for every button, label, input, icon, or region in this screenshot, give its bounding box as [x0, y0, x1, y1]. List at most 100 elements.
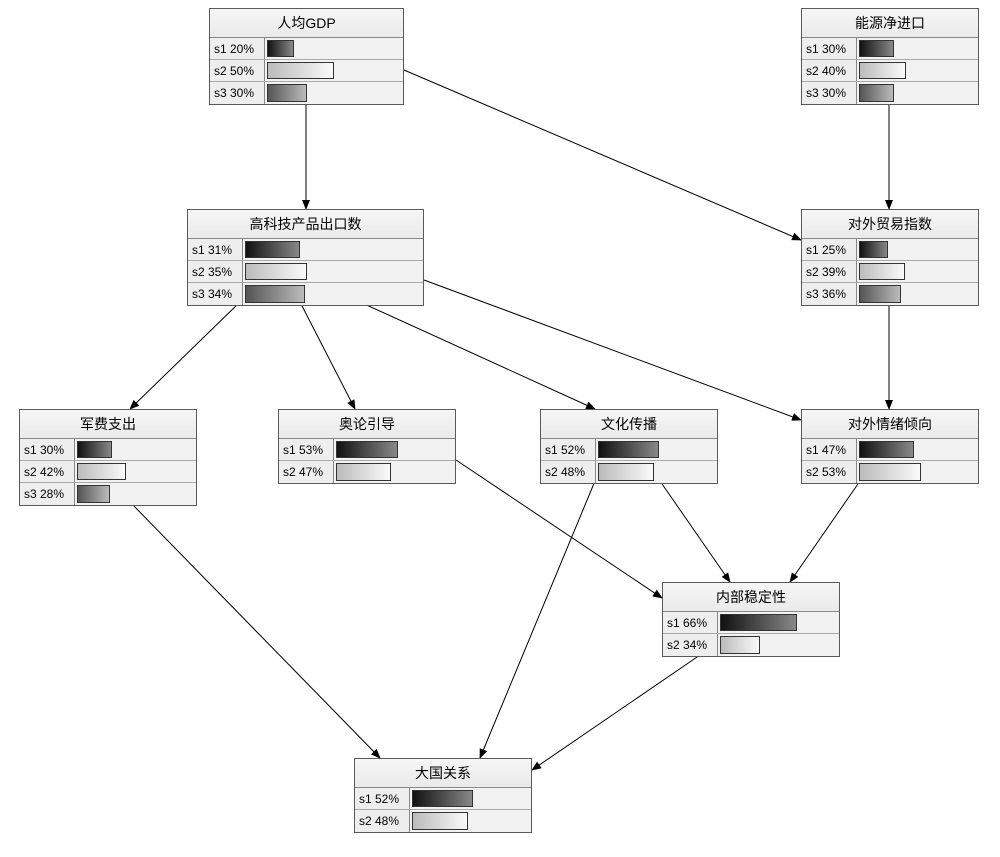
state-label: s1 31%	[188, 243, 242, 257]
node-title: 军费支出	[20, 410, 196, 439]
node-title: 对外情绪倾向	[802, 410, 978, 439]
state-row: s2 47%	[279, 461, 455, 483]
state-row: s1 31%	[188, 239, 423, 261]
node-energy: 能源净进口s1 30%s2 40%s3 30%	[801, 8, 979, 105]
bar-cell	[74, 439, 196, 460]
state-label: s1 47%	[802, 443, 856, 457]
node-title: 高科技产品出口数	[188, 210, 423, 239]
state-row: s2 40%	[802, 60, 978, 82]
state-label: s1 20%	[210, 42, 264, 56]
state-label: s2 47%	[279, 465, 333, 479]
edge-culture-relations	[480, 481, 595, 758]
probability-bar	[859, 285, 901, 303]
edge-culture-stability	[660, 481, 730, 582]
state-label: s1 52%	[355, 792, 409, 806]
state-row: s2 48%	[355, 810, 531, 832]
edge-mil-relations	[130, 502, 380, 758]
state-row: s1 47%	[802, 439, 978, 461]
edge-tech-opinion	[300, 302, 355, 409]
state-label: s3 28%	[20, 487, 74, 501]
bar-cell	[856, 60, 978, 81]
bar-cell	[856, 239, 978, 260]
state-row: s2 39%	[802, 261, 978, 283]
probability-bar	[720, 636, 760, 654]
probability-bar	[859, 441, 914, 458]
bar-cell	[74, 483, 196, 505]
node-tech: 高科技产品出口数 s1 31% s2 35% s3 34%	[187, 209, 424, 306]
state-label: s1 66%	[663, 616, 717, 630]
state-label: s3 36%	[802, 287, 856, 301]
edge-tech-mil	[130, 302, 240, 409]
node-title: 能源净进口	[802, 9, 978, 38]
edge-tech-culture	[360, 302, 595, 409]
bar-cell	[264, 82, 403, 104]
bar-cell	[856, 439, 978, 460]
bar-cell	[856, 38, 978, 59]
bar-cell	[856, 283, 978, 305]
state-label: s1 30%	[20, 443, 74, 457]
node-opinion: 奥论引导s1 53%s2 47%	[278, 409, 456, 484]
edge-tech-sentiment	[424, 280, 801, 420]
bar-cell	[409, 788, 531, 809]
state-label: s1 52%	[541, 443, 595, 457]
state-row: s1 30%	[20, 439, 196, 461]
state-label: s2 53%	[802, 465, 856, 479]
probability-bar	[336, 463, 391, 481]
state-row: s2 42%	[20, 461, 196, 483]
probability-bar	[336, 441, 398, 458]
probability-bar	[598, 441, 659, 458]
bar-cell	[74, 461, 196, 482]
node-title: 大国关系	[355, 759, 531, 788]
bar-cell	[242, 261, 423, 282]
bar-cell	[717, 634, 839, 656]
state-label: s3 30%	[802, 86, 856, 100]
node-culture: 文化传播 s1 52% s2 48%	[540, 409, 718, 484]
bar-cell	[264, 38, 403, 59]
bar-cell	[595, 439, 717, 460]
state-label: s3 34%	[188, 287, 242, 301]
state-row: s1 66%	[663, 612, 839, 634]
state-row: s1 52%	[355, 788, 531, 810]
state-row: s1 53%	[279, 439, 455, 461]
state-label: s2 42%	[20, 465, 74, 479]
state-label: s2 50%	[210, 64, 264, 78]
state-label: s2 35%	[188, 265, 242, 279]
probability-bar	[859, 263, 905, 280]
probability-bar	[267, 40, 294, 57]
probability-bar	[412, 812, 468, 830]
node-title: 人均GDP	[210, 9, 403, 38]
probability-bar	[267, 84, 307, 102]
probability-bar	[77, 441, 112, 458]
bar-cell	[856, 261, 978, 282]
probability-bar	[267, 62, 334, 79]
state-row: s2 35%	[188, 261, 423, 283]
state-label: s2 48%	[355, 814, 409, 828]
state-label: s2 40%	[802, 64, 856, 78]
bar-cell	[242, 239, 423, 260]
state-row: s2 50%	[210, 60, 403, 82]
state-label: s3 30%	[210, 86, 264, 100]
edge-stability-relations	[532, 655, 700, 770]
state-row: s2 53%	[802, 461, 978, 483]
state-label: s2 39%	[802, 265, 856, 279]
probability-bar	[859, 84, 894, 102]
state-row: s3 36%	[802, 283, 978, 305]
bar-cell	[717, 612, 839, 633]
state-row: s2 48%	[541, 461, 717, 483]
bar-cell	[333, 439, 455, 460]
state-label: s2 34%	[663, 638, 717, 652]
node-title: 对外贸易指数	[802, 210, 978, 239]
edge-gdp-trade	[404, 70, 801, 240]
node-mil: 军费支出 s1 30% s2 42% s3 28%	[19, 409, 197, 506]
bar-cell	[595, 461, 717, 483]
probability-bar	[245, 241, 300, 258]
state-row: s3 30%	[802, 82, 978, 104]
state-row: s3 34%	[188, 283, 423, 305]
state-row: s3 28%	[20, 483, 196, 505]
probability-bar	[598, 463, 654, 481]
node-title: 文化传播	[541, 410, 717, 439]
probability-bar	[77, 485, 110, 503]
probability-bar	[859, 463, 921, 481]
node-trade: 对外贸易指数s1 25%s2 39%s3 36%	[801, 209, 979, 306]
node-title: 内部稳定性	[663, 583, 839, 612]
